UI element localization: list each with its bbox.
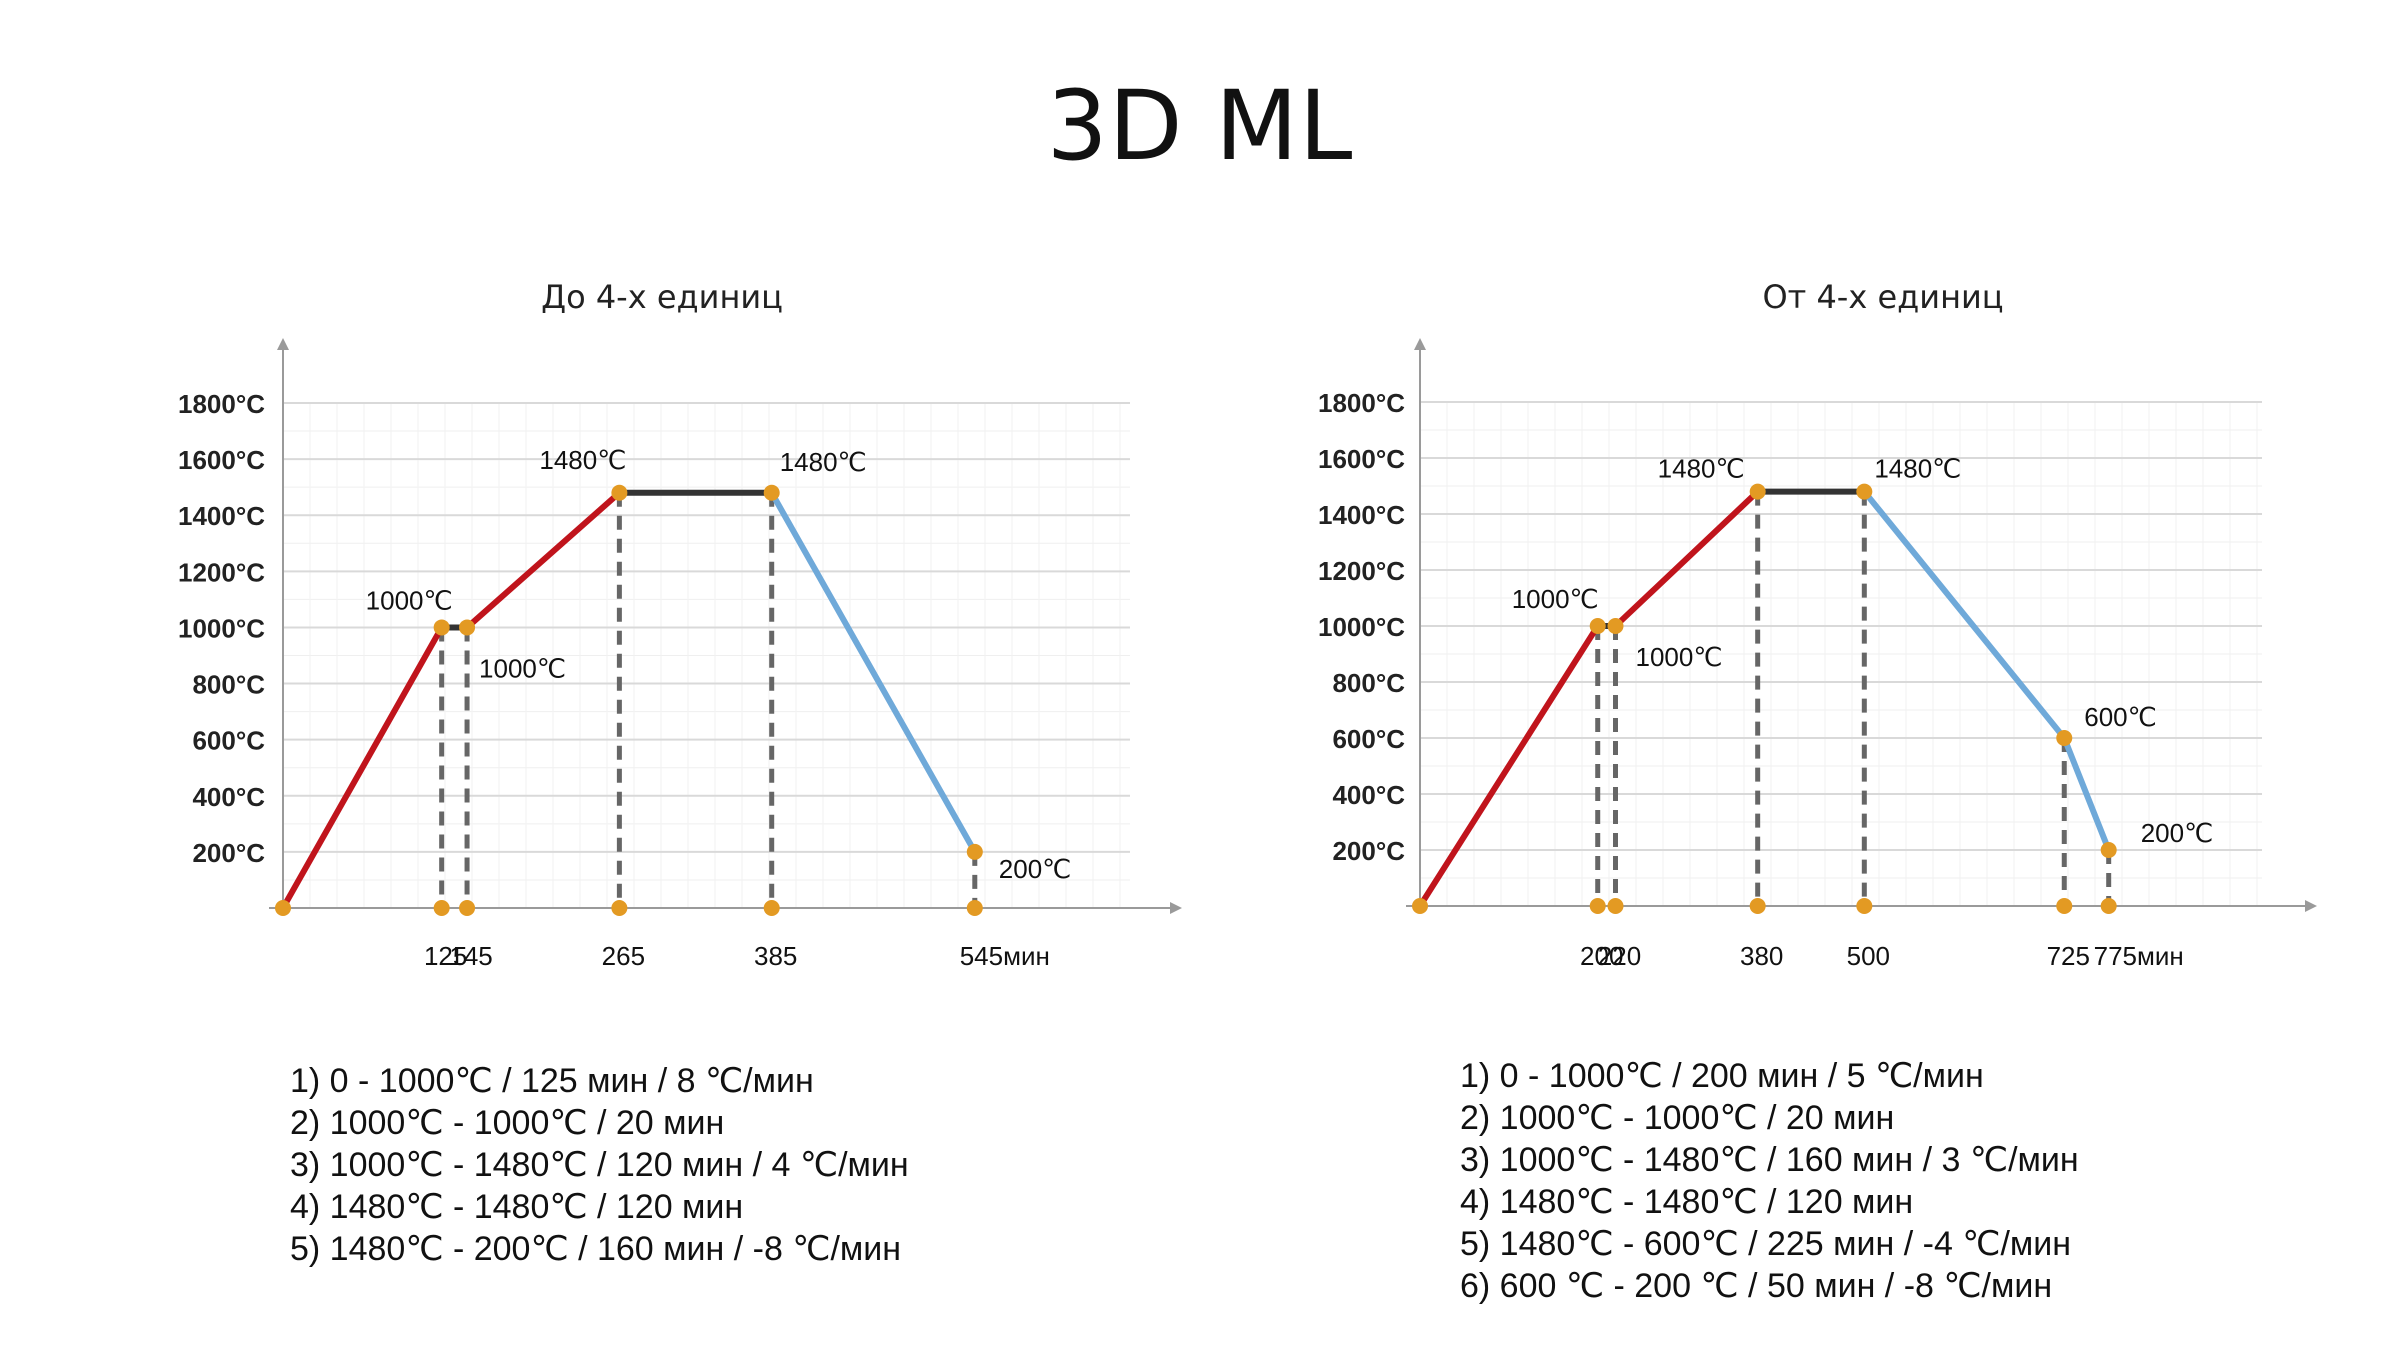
right-y-tick-label: 600°C bbox=[1332, 724, 1405, 754]
right-y-tick-label: 1800°C bbox=[1318, 388, 1405, 418]
right-x-tick-label: 220 bbox=[1598, 941, 1641, 971]
left-y-tick-label: 1200°C bbox=[178, 557, 265, 587]
right-x-tick-label: 725 bbox=[2047, 941, 2090, 971]
right-point-label: 1000℃ bbox=[1512, 584, 1599, 614]
left-step-item: 5) 1480℃ - 200℃ / 160 мин / -8 ℃/мин bbox=[290, 1230, 902, 1268]
right-y-tick-label: 400°C bbox=[1332, 780, 1405, 810]
right-point-label: 1480℃ bbox=[1658, 454, 1745, 484]
right-baseline-marker bbox=[2056, 898, 2073, 914]
left-segment-cool bbox=[768, 489, 978, 855]
left-point-label: 1000℃ bbox=[479, 653, 566, 683]
left-x-tick-label: 125 bbox=[424, 941, 467, 971]
left-x-tick-label: 145 bbox=[449, 941, 492, 971]
right-x-axis-arrow bbox=[2305, 900, 2317, 912]
left-baseline-marker bbox=[611, 900, 628, 916]
left-baseline-marker bbox=[433, 900, 450, 916]
right-y-tick-label: 200°C bbox=[1332, 836, 1405, 866]
right-point-label: 1480℃ bbox=[1874, 454, 1961, 484]
right-step-item: 6) 600 ℃ - 200 ℃ / 50 мин / -8 ℃/мин bbox=[1460, 1267, 2053, 1305]
left-x-tick-label: 385 bbox=[754, 941, 797, 971]
left-x-axis-arrow bbox=[1170, 902, 1182, 914]
page-title: 3D ML bbox=[1046, 70, 1354, 182]
left-point-label: 200℃ bbox=[999, 854, 1072, 884]
right-y-tick-label: 1200°C bbox=[1318, 556, 1405, 586]
left-y-tick-label: 1600°C bbox=[178, 445, 265, 475]
left-data-point bbox=[611, 484, 628, 501]
left-step-item: 1) 0 - 1000℃ / 125 мин / 8 ℃/мин bbox=[290, 1062, 814, 1100]
left-step-item: 2) 1000℃ - 1000℃ / 20 мин bbox=[290, 1104, 725, 1142]
left-point-label: 1000℃ bbox=[366, 585, 453, 615]
right-y-tick-label: 800°C bbox=[1332, 668, 1405, 698]
right-x-tick-label: 775мин bbox=[2094, 941, 2184, 971]
right-segment-cool bbox=[1861, 488, 2068, 741]
right-x-tick-label: 500 bbox=[1847, 941, 1890, 971]
right-data-point bbox=[1749, 483, 1766, 500]
left-y-tick-label: 400°C bbox=[192, 782, 265, 812]
left-baseline-marker bbox=[966, 900, 983, 916]
right-baseline-marker bbox=[2100, 898, 2117, 914]
right-baseline-marker bbox=[1749, 898, 1766, 914]
right-x-tick-label: 380 bbox=[1740, 941, 1783, 971]
left-x-tick-label: 545мин bbox=[960, 941, 1050, 971]
right-minor-grid bbox=[1419, 401, 2262, 907]
right-x-tick-label: 200 bbox=[1580, 941, 1623, 971]
right-data-point bbox=[1589, 618, 1606, 634]
left-point-label: 1480℃ bbox=[539, 445, 626, 475]
right-segment-cool bbox=[2061, 735, 2112, 853]
right-point-label: 200℃ bbox=[2141, 818, 2214, 848]
right-segment-heat bbox=[1417, 623, 1601, 909]
chart-left-svg: До 4-х единиц 200°C 400°C 600°C 800°C 1000°C 1… bbox=[178, 278, 1182, 971]
left-y-axis-arrow bbox=[277, 338, 289, 350]
left-y-tick-label: 600°C bbox=[192, 726, 265, 756]
right-step-item: 4) 1480℃ - 1480℃ / 120 мин bbox=[1460, 1183, 1914, 1221]
left-data-point bbox=[763, 484, 780, 501]
right-baseline-marker bbox=[1607, 898, 1624, 914]
left-chart-title: До 4-х единиц bbox=[541, 278, 783, 316]
left-data-point bbox=[966, 843, 983, 860]
right-data-point bbox=[2100, 842, 2117, 858]
right-y-tick-label: 1400°C bbox=[1318, 500, 1405, 530]
right-data-point bbox=[1856, 483, 1873, 500]
right-baseline-marker bbox=[1856, 898, 1873, 914]
left-y-tick-label: 1400°C bbox=[178, 501, 265, 531]
left-baseline-marker bbox=[459, 900, 476, 916]
left-baseline-marker bbox=[275, 900, 291, 916]
left-y-tick-label: 1800°C bbox=[178, 389, 265, 419]
left-data-point bbox=[433, 619, 450, 636]
steps-list-left: 1) 0 - 1000℃ / 125 мин / 8 ℃/мин 2) 1000℃… bbox=[290, 1060, 909, 1270]
right-step-item: 3) 1000℃ - 1480℃ / 160 мин / 3 ℃/мин bbox=[1460, 1141, 2079, 1179]
right-point-label: 1000℃ bbox=[1636, 642, 1723, 672]
left-y-tick-label: 1000°C bbox=[178, 613, 265, 643]
right-data-point bbox=[2056, 730, 2073, 746]
chart-right-svg: От 4-х единиц 200°C 400°C 600°C 800°C 1000°C 1… bbox=[1318, 278, 2317, 971]
right-y-tick-label: 1000°C bbox=[1318, 612, 1405, 642]
right-segment-heat bbox=[1612, 488, 1761, 629]
left-segment-heat bbox=[280, 624, 445, 911]
right-y-axis-arrow bbox=[1414, 338, 1426, 350]
left-y-tick-label: 200°C bbox=[192, 838, 265, 868]
left-data-point bbox=[459, 619, 476, 636]
right-baseline-marker bbox=[1412, 898, 1428, 914]
right-data-point bbox=[1607, 618, 1624, 634]
steps-list-right: 1) 0 - 1000℃ / 200 мин / 5 ℃/мин 2) 1000℃… bbox=[1460, 1055, 2079, 1307]
left-step-item: 3) 1000℃ - 1480℃ / 120 мин / 4 ℃/мин bbox=[290, 1146, 909, 1184]
left-baseline-marker bbox=[763, 900, 780, 916]
left-y-tick-label: 800°C bbox=[192, 670, 265, 700]
right-point-label: 600℃ bbox=[2084, 702, 2157, 732]
right-step-item: 1) 0 - 1000℃ / 200 мин / 5 ℃/мин bbox=[1460, 1057, 1984, 1095]
right-chart-title: От 4-х единиц bbox=[1762, 278, 2003, 316]
left-x-tick-label: 265 bbox=[602, 941, 645, 971]
right-step-item: 5) 1480℃ - 600℃ / 225 мин / -4 ℃/мин bbox=[1460, 1225, 2072, 1263]
right-step-item: 2) 1000℃ - 1000℃ / 20 мин bbox=[1460, 1099, 1895, 1137]
right-y-tick-label: 1600°C bbox=[1318, 444, 1405, 474]
left-point-label: 1480℃ bbox=[780, 447, 867, 477]
right-baseline-marker bbox=[1589, 898, 1606, 914]
left-step-item: 4) 1480℃ - 1480℃ / 120 мин bbox=[290, 1188, 744, 1226]
left-segment-heat bbox=[464, 489, 623, 631]
